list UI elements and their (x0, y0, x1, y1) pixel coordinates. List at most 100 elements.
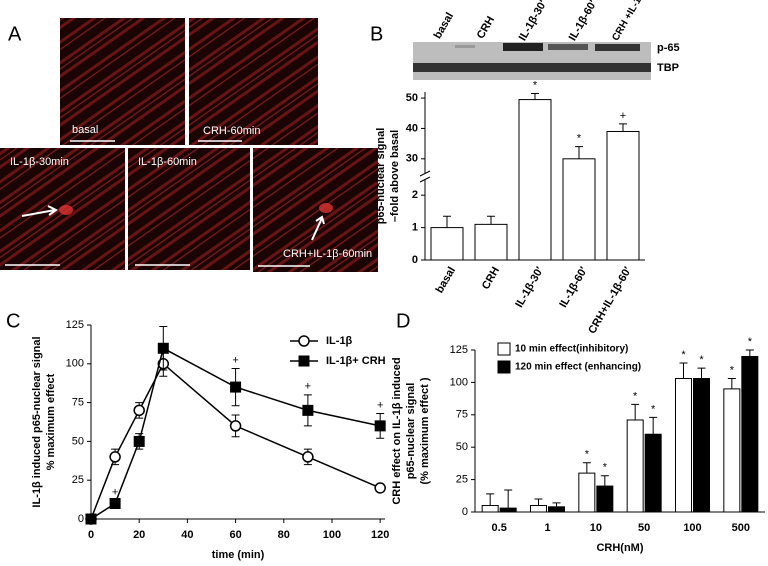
bar (578, 472, 596, 513)
annotation: + (232, 354, 238, 366)
x-tick-label: CRH+IL-1β-60′ (586, 265, 634, 336)
bar (530, 505, 547, 513)
western-blot: p-65 TBP basal CRH IL-1β-30′ IL-1β-60′ C… (413, 0, 680, 80)
x-tick-label: 0 (88, 529, 94, 541)
y-tick-label: 75 (456, 409, 468, 421)
micrograph-label: IL-1β-30min (10, 156, 69, 168)
y-axis-label: IL-1β induced p65-nuclear signal (31, 336, 43, 507)
panel-label: C (6, 310, 20, 332)
bar (693, 378, 710, 513)
x-tick-label: basal (434, 265, 458, 295)
error-bar (631, 403, 640, 420)
bar (474, 223, 508, 261)
blot-row-label: p-65 (657, 42, 680, 54)
y-tick-label: 0 (412, 254, 418, 266)
legend-swatch (497, 360, 511, 374)
bar (606, 130, 640, 261)
error-bar (745, 349, 754, 357)
y-axis-label: CRH effect on IL-1β induced (391, 357, 403, 504)
y-tick-label: 50 (456, 441, 468, 453)
y-tick-label: 25 (72, 474, 84, 486)
y-axis-label: p65-nuclear signal (375, 128, 387, 225)
nucleus (319, 203, 333, 213)
marker (109, 451, 121, 463)
legend-swatch (497, 342, 511, 356)
micrograph (60, 18, 185, 145)
blot-column-label: CRH +IL-1β-60′ (610, 0, 655, 43)
micrographs: basal CRH-60min IL-1β-30min IL-1β-60min … (0, 18, 378, 272)
annotation: * (730, 364, 735, 376)
annotation: + (377, 399, 383, 411)
bar (548, 506, 565, 513)
bar (518, 99, 552, 261)
y-axis-label: (% maximum effect ) (419, 377, 431, 484)
legend-label: IL-1β (326, 335, 353, 347)
micrograph (253, 148, 378, 272)
annotation: + (305, 381, 311, 393)
y-tick-label: 125 (66, 319, 84, 331)
annotation: * (748, 336, 753, 348)
x-tick-label: 50 (638, 522, 650, 534)
y-axis-label: –fold above basal (389, 130, 401, 222)
y-tick-label: 1 (412, 222, 418, 234)
y-tick-label: 75 (72, 397, 84, 409)
error-bar (534, 498, 543, 506)
marker (133, 435, 145, 447)
annotation: * (681, 349, 686, 361)
x-tick-label: 60 (229, 529, 241, 541)
y-tick-label: 30 (406, 153, 418, 165)
blot-column-label: basal (432, 11, 456, 41)
axis-break (419, 170, 431, 183)
band (503, 43, 543, 51)
marker (157, 342, 169, 354)
x-tick-label: 100 (323, 529, 341, 541)
y-tick-label: 40 (406, 122, 418, 134)
annotation: * (577, 133, 582, 145)
error-bar (486, 493, 495, 506)
error-bar (531, 93, 539, 100)
y-axis-label: % maximum effect (45, 373, 57, 470)
micrograph-label: CRH-60min (203, 125, 260, 137)
micrograph-label: IL-1β-60min (138, 156, 197, 168)
error-bar (575, 146, 583, 159)
marker (109, 497, 121, 509)
arrow (21, 205, 58, 217)
error-bar (727, 378, 736, 389)
y-tick-label: 100 (450, 376, 468, 388)
marker (229, 420, 242, 432)
y-tick-label: 125 (450, 344, 468, 356)
x-tick-label: CRH (480, 265, 502, 292)
annotation: * (585, 449, 590, 461)
x-tick-label: 500 (732, 522, 750, 534)
y-tick-label: 25 (456, 474, 468, 486)
x-tick-label: 80 (278, 529, 290, 541)
y-axis-label: p65-nuclear signal (405, 383, 417, 480)
legend-label: 10 min effect(inhibitory) (515, 344, 628, 355)
micrograph (189, 18, 318, 145)
bar (481, 505, 499, 513)
legend-label: IL-1β+ CRH (326, 355, 386, 367)
band (413, 63, 651, 72)
marker (302, 451, 314, 463)
annotation: * (651, 403, 656, 415)
marker (374, 420, 386, 432)
y-tick-label: 2 (412, 189, 418, 201)
annotation: + (620, 110, 626, 122)
bar (723, 388, 741, 513)
x-tick-label: 10 (590, 522, 602, 534)
error-bar (582, 462, 591, 474)
error-bar (619, 123, 627, 132)
bar (596, 485, 614, 513)
y-tick-label: 100 (66, 358, 84, 370)
annotation: + (112, 486, 118, 498)
x-axis-label: CRH(nM) (596, 542, 643, 554)
y-tick-label: 0 (78, 513, 84, 525)
micrograph-label: CRH+IL-1β-60min (283, 248, 372, 260)
error-bar (649, 416, 658, 435)
marker (374, 482, 386, 494)
y-tick-label: 50 (72, 435, 84, 447)
marker (133, 404, 145, 417)
band (455, 45, 475, 48)
bar (430, 227, 464, 261)
